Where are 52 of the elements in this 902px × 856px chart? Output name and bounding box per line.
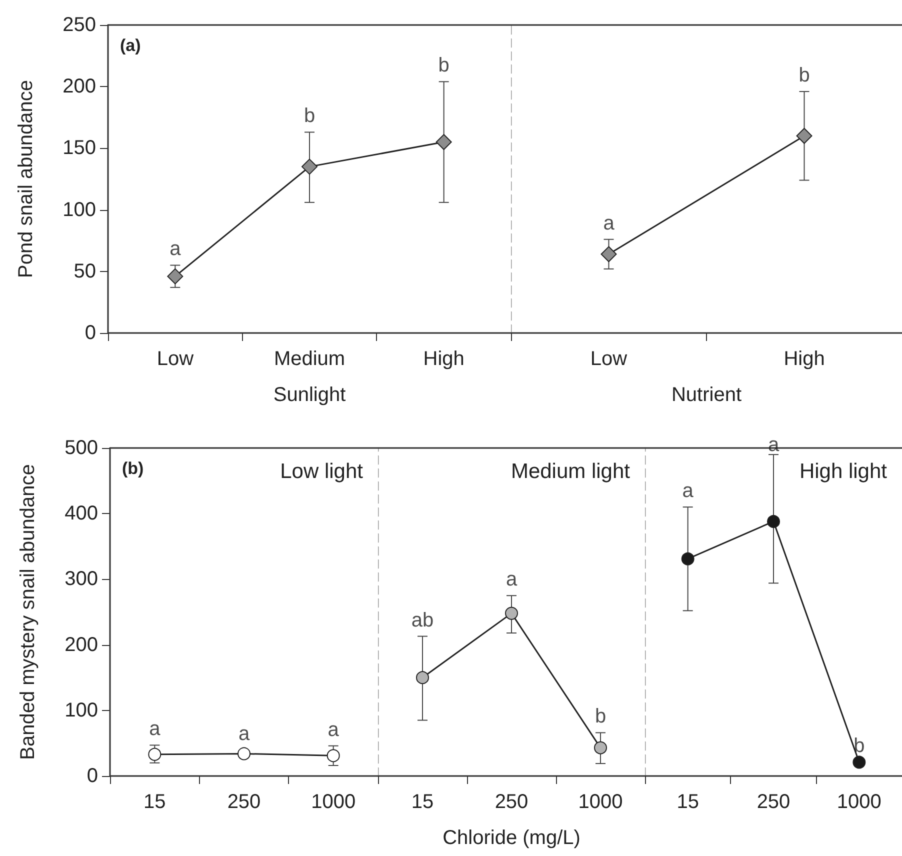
annotation: a — [170, 238, 182, 260]
annotation: a — [238, 722, 250, 745]
x-tick-label: 250 — [227, 791, 261, 813]
annotation: a — [682, 480, 694, 502]
y-tick-label: 0 — [86, 765, 98, 787]
x-tick-label: 1000 — [311, 791, 356, 813]
annotation: a — [328, 718, 340, 741]
y-tick-label: 50 — [74, 260, 96, 282]
text: Low light — [280, 460, 364, 483]
x-tick-label: 250 — [756, 791, 790, 813]
y-tick-label: 500 — [64, 437, 98, 459]
text: High light — [799, 460, 888, 483]
point — [302, 158, 318, 175]
annotation: a — [603, 212, 616, 234]
point — [167, 268, 184, 284]
y-tick-label: 100 — [62, 198, 96, 221]
x-axis-title: Nutrient — [671, 384, 742, 406]
x-tick-label: Medium — [274, 348, 346, 370]
y-tick-label: 200 — [62, 76, 96, 98]
y-axis-title: Pond snail abundance — [15, 80, 37, 278]
y-tick-label: 200 — [64, 634, 98, 656]
x-tick-label: 1000 — [836, 791, 882, 813]
annotation: b — [854, 735, 865, 758]
x-tick-label: Low — [590, 348, 628, 370]
x-axis-title: Sunlight — [273, 384, 346, 406]
y-tick-label: 150 — [62, 137, 96, 160]
x-tick-label: 250 — [494, 791, 528, 813]
y-tick-label: 250 — [62, 14, 96, 36]
x-tick-label: High — [784, 348, 825, 370]
annotation: b — [798, 64, 810, 87]
y-axis-title: Banded mystery snail abundance — [17, 464, 39, 760]
annotation: a — [506, 568, 518, 591]
x-axis-title: Chloride (mg/L) — [442, 827, 580, 849]
y-tick-label: 100 — [64, 699, 98, 722]
annotation: (a) — [120, 36, 141, 55]
x-tick-label: 1000 — [578, 791, 623, 813]
annotation: (b) — [122, 459, 144, 478]
annotation: b — [304, 105, 316, 128]
x-tick-label: 15 — [144, 791, 166, 813]
x-tick-label: Low — [156, 348, 194, 370]
x-tick-label: High — [423, 348, 464, 370]
annotation: b — [594, 706, 606, 728]
y-tick-label: 0 — [84, 322, 96, 344]
x-tick-label: 15 — [411, 791, 434, 813]
text: Medium light — [510, 460, 630, 483]
y-tick-label: 400 — [64, 502, 98, 525]
point — [436, 134, 452, 150]
annotation: b — [438, 54, 450, 77]
annotation: ab — [411, 609, 434, 632]
x-tick-label: 15 — [676, 791, 699, 813]
y-tick-label: 300 — [64, 568, 98, 590]
annotation: a — [149, 718, 162, 740]
